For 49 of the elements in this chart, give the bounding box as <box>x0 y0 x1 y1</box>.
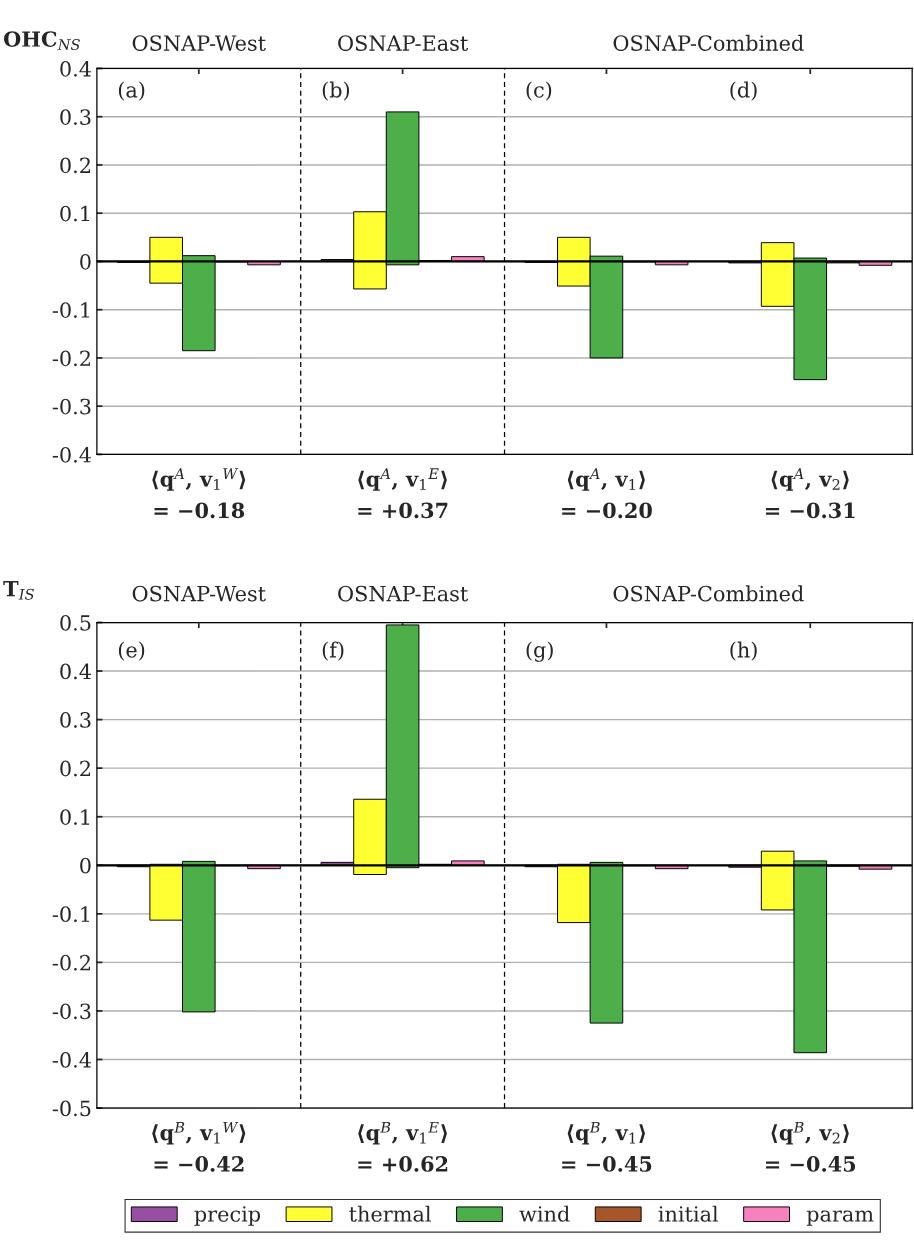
legend-label: wind <box>519 1205 570 1222</box>
y-axis-title: T$_{IS}$ <box>3 581 34 600</box>
annotation: (a) <box>118 81 145 101</box>
y-axis-title: OHC$_{NS}$ <box>4 31 80 51</box>
x-tick-label: ⟨q$^{A}$, v$_{1}$$^{W}$⟩ = −0.18 <box>152 468 246 519</box>
annotation: (h) <box>730 641 757 661</box>
y-tick-label: -0.1 <box>52 906 90 923</box>
y-tick-label: 0.5 <box>60 614 91 631</box>
y-tick-label: -0.2 <box>52 954 90 971</box>
x-tick-label: ⟨q$^{A}$, v$_{1}$$^{E}$⟩ = +0.37 <box>358 468 448 519</box>
y-tick-label: 0.3 <box>60 712 91 728</box>
y-tick-label: 0 <box>80 857 91 874</box>
x-tick-label: ⟨q$^{A}$, v$_{1}$⟩ = −0.20 <box>562 468 652 519</box>
x-tick-label: ⟨q$^{A}$, v$_{2}$⟩ = −0.31 <box>766 468 855 519</box>
y-tick-label: 0.1 <box>60 205 90 222</box>
annotation: (f) <box>322 641 344 661</box>
text: OSNAP-Combined <box>613 34 804 51</box>
text: OSNAP-East <box>338 585 469 602</box>
legend-label: param <box>806 1210 874 1226</box>
text: OSNAP-West <box>132 585 266 602</box>
x-tick-label: ⟨q$^{B}$, v$_{2}$⟩ = −0.45 <box>766 1121 856 1172</box>
y-tick-label: -0.3 <box>52 1003 91 1020</box>
x-tick-label: ⟨q$^{B}$, v$_{1}$⟩ = −0.45 <box>562 1121 652 1172</box>
x-tick-label: ⟨q$^{B}$, v$_{1}$$^{W}$⟩ = −0.42 <box>152 1121 246 1172</box>
y-tick-label: -0.3 <box>52 398 91 415</box>
y-tick-label: 0.4 <box>60 663 91 680</box>
text: OSNAP-East <box>338 35 469 51</box>
y-tick-label: -0.2 <box>52 350 90 367</box>
text: OSNAP-West <box>132 35 266 51</box>
y-tick-label: -0.5 <box>52 1100 91 1117</box>
y-tick-label: -0.4 <box>52 446 91 463</box>
annotation: (b) <box>322 81 350 101</box>
x-tick-label: ⟨q$^{B}$, v$_{1}$$^{E}$⟩ = +0.62 <box>358 1121 448 1172</box>
y-tick-label: 0.2 <box>60 157 90 174</box>
y-tick-label: -0.1 <box>52 302 90 318</box>
y-tick-label: 0 <box>80 253 91 270</box>
y-tick-label: 0.1 <box>60 809 90 825</box>
legend-label: initial <box>658 1205 719 1222</box>
y-tick-label: 0.2 <box>60 760 90 777</box>
y-tick-label: 0.4 <box>60 60 91 77</box>
y-tick-label: -0.4 <box>52 1051 91 1068</box>
y-tick-label: 0.3 <box>60 109 91 125</box>
annotation: (d) <box>730 81 757 101</box>
annotation: (c) <box>526 81 552 101</box>
legend-label: precip <box>194 1206 261 1226</box>
annotation: (g) <box>526 641 553 662</box>
text: OSNAP-Combined <box>613 585 804 602</box>
annotation: (e) <box>118 641 145 661</box>
legend-label: thermal <box>349 1205 431 1222</box>
